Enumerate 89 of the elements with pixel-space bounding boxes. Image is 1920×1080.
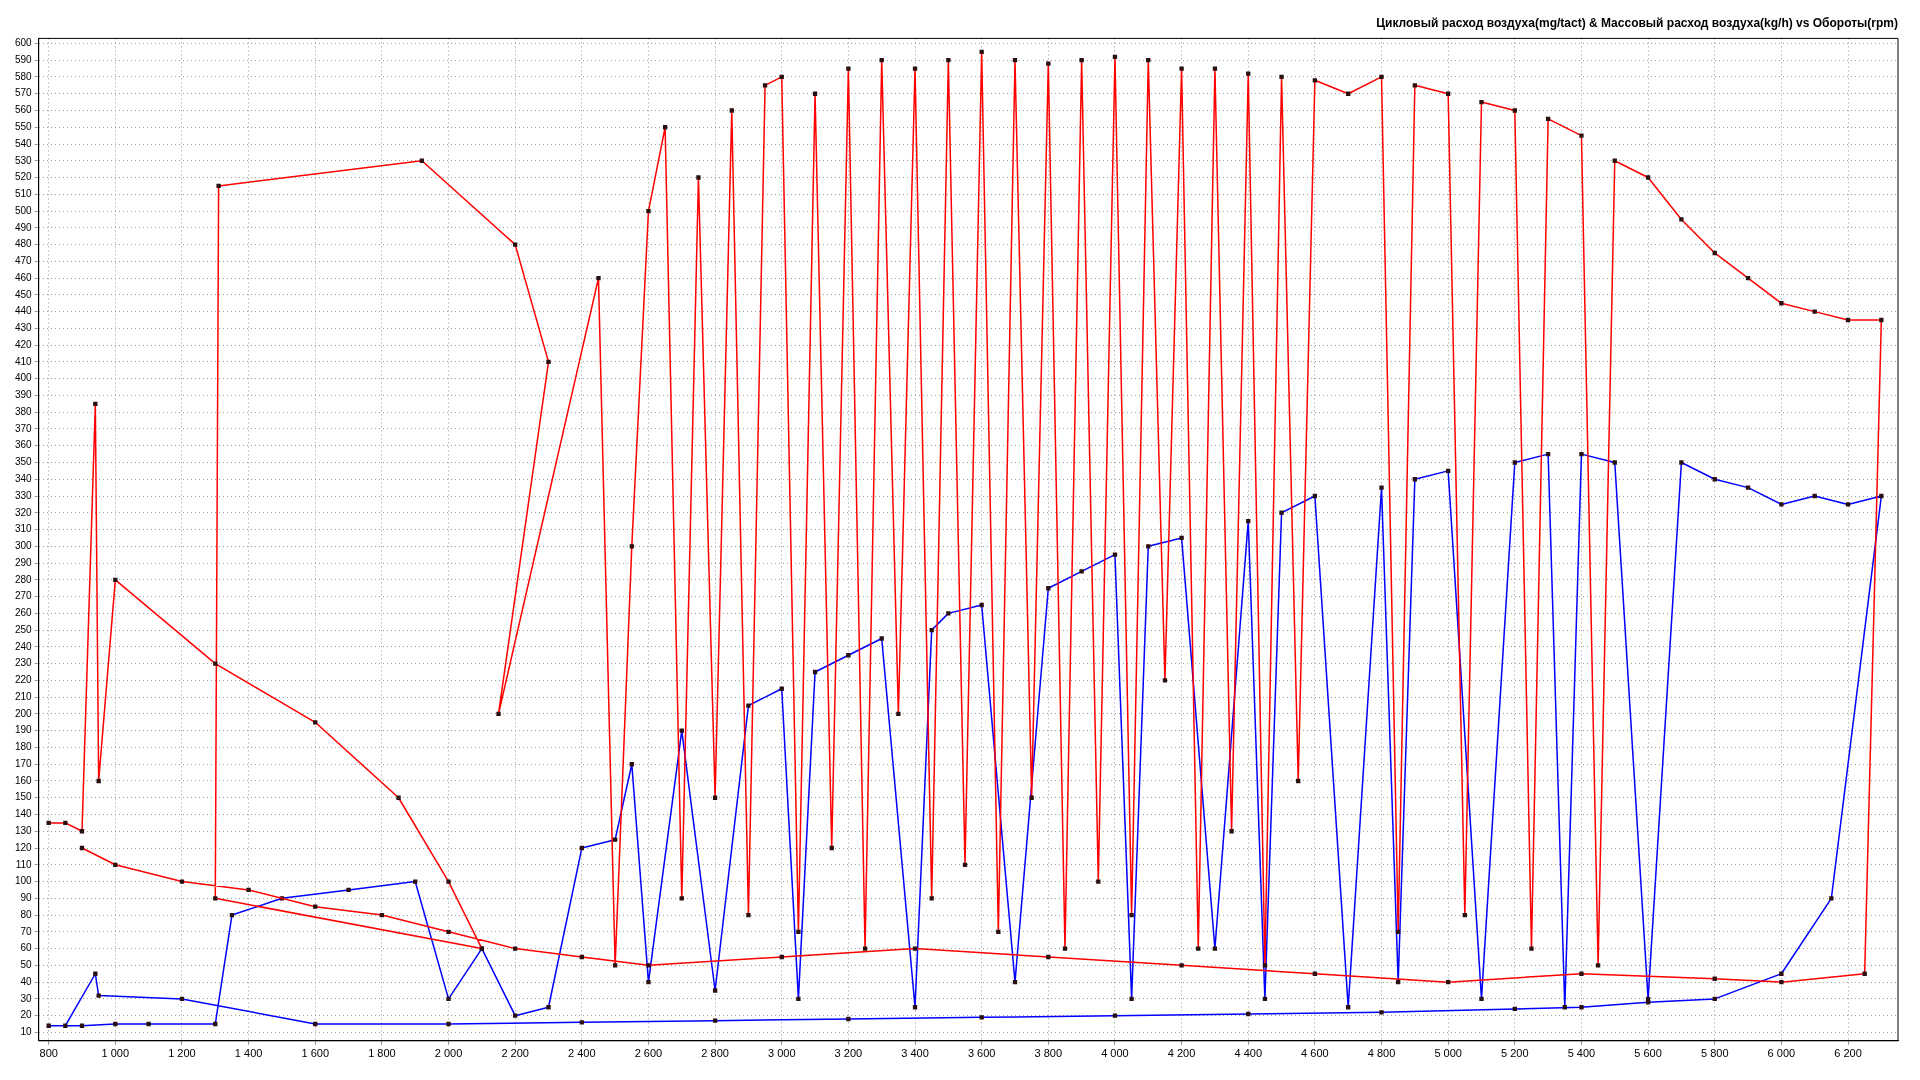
- x-tick-label: 5 800: [1700, 1047, 1729, 1060]
- y-tick-label: 150: [15, 791, 33, 803]
- y-tick-label: 220: [15, 674, 33, 686]
- x-tick-label: 6 000: [1767, 1047, 1796, 1060]
- x-tick-label: 3 000: [767, 1047, 796, 1060]
- y-tick-label: 250: [15, 623, 33, 635]
- y-tick-label: 90: [20, 892, 33, 904]
- y-tick-label: 600: [15, 37, 33, 49]
- y-tick-label: 200: [15, 707, 33, 719]
- x-tick-label: 5 600: [1634, 1047, 1662, 1060]
- x-tick-label: 3 200: [834, 1047, 863, 1060]
- x-tick-label: 4 400: [1234, 1047, 1262, 1060]
- y-tick-label: 430: [15, 322, 33, 334]
- y-tick-label: 550: [15, 120, 33, 132]
- y-tick-label: 320: [15, 506, 33, 518]
- y-tick-label: 450: [15, 288, 33, 300]
- y-tick-label: 160: [15, 774, 33, 786]
- y-tick-label: 80: [20, 908, 33, 920]
- y-tick-label: 330: [15, 489, 33, 501]
- x-tick-label: 5 400: [1567, 1047, 1596, 1060]
- y-tick-label: 530: [15, 154, 33, 166]
- y-tick-label: 10: [20, 1026, 33, 1038]
- y-tick-label: 280: [15, 573, 33, 585]
- x-tick-label: 1 800: [368, 1047, 396, 1060]
- y-tick-label: 440: [15, 305, 33, 317]
- x-tick-label: 3 600: [967, 1047, 996, 1060]
- y-tick-label: 110: [15, 858, 33, 870]
- x-tick-label: 4 000: [1101, 1047, 1129, 1060]
- y-tick-label: 170: [15, 757, 33, 769]
- y-tick-label: 40: [20, 975, 33, 987]
- y-tick-label: 400: [15, 372, 33, 384]
- y-tick-label: 70: [20, 925, 33, 937]
- y-tick-label: 210: [15, 690, 33, 702]
- y-tick-label: 20: [20, 1009, 33, 1021]
- x-tick-label: 3 400: [901, 1047, 929, 1060]
- y-tick-label: 420: [15, 338, 33, 350]
- y-tick-label: 60: [20, 942, 33, 954]
- y-tick-label: 50: [20, 959, 33, 971]
- y-tick-label: 260: [15, 607, 33, 619]
- y-tick-label: 240: [15, 640, 33, 652]
- y-tick-label: 270: [15, 590, 33, 602]
- x-tick-label: 1 000: [101, 1047, 130, 1060]
- x-tick-label: 2 400: [568, 1047, 596, 1060]
- y-tick-label: 340: [15, 473, 33, 484]
- y-tick-label: 590: [15, 53, 33, 65]
- y-tick-label: 120: [15, 841, 33, 853]
- y-tick-label: 130: [15, 825, 33, 837]
- x-tick-label: 2 600: [634, 1047, 663, 1060]
- x-tick-label: 4 200: [1167, 1047, 1196, 1060]
- x-tick-label: 5 200: [1501, 1047, 1529, 1060]
- x-tick-label: 1 600: [301, 1047, 330, 1060]
- y-tick-label: 490: [15, 221, 33, 233]
- y-tick-label: 540: [15, 137, 33, 149]
- x-tick-label: 3 800: [1034, 1047, 1063, 1060]
- y-tick-label: 470: [15, 255, 33, 267]
- x-tick-label: 2 800: [701, 1047, 729, 1060]
- x-tick-label: 1 400: [234, 1047, 263, 1060]
- y-tick-label: 410: [15, 355, 33, 367]
- y-tick-label: 500: [15, 204, 33, 216]
- y-tick-label: 390: [15, 389, 33, 401]
- y-tick-label: 510: [15, 188, 33, 200]
- y-tick-label: 460: [15, 271, 33, 283]
- y-tick-label: 520: [15, 171, 33, 183]
- y-tick-label: 350: [15, 456, 33, 468]
- x-tick-label: 1 200: [168, 1047, 196, 1060]
- y-tick-label: 580: [15, 70, 33, 82]
- y-tick-label: 380: [15, 405, 33, 417]
- y-tick-label: 480: [15, 238, 33, 250]
- y-tick-label: 560: [15, 104, 33, 116]
- x-tick-label: 4 600: [1301, 1047, 1329, 1060]
- y-tick-label: 360: [15, 439, 33, 451]
- y-tick-label: 290: [15, 556, 33, 568]
- x-tick-label: 800: [39, 1047, 58, 1060]
- y-tick-label: 100: [15, 875, 33, 887]
- y-tick-label: 140: [15, 808, 33, 820]
- y-tick-label: 190: [15, 724, 33, 736]
- y-tick-label: 570: [15, 87, 33, 99]
- y-tick-label: 30: [20, 992, 33, 1004]
- y-tick-label: 310: [15, 523, 33, 535]
- x-tick-label: 4 800: [1367, 1047, 1396, 1060]
- y-tick-label: 300: [15, 540, 33, 552]
- x-tick-label: 6 200: [1834, 1047, 1862, 1060]
- y-tick-label: 180: [15, 741, 33, 753]
- y-tick-label: 370: [15, 422, 33, 434]
- x-tick-label: 5 000: [1434, 1047, 1462, 1060]
- x-tick-label: 2 200: [501, 1047, 529, 1060]
- y-tick-label: 230: [15, 657, 33, 669]
- chart-title: Цикловый расход воздуха(mg/tact) & Массовый расход воздуха(kg/h) vs Обороты(rpm): [1376, 15, 1898, 30]
- x-tick-label: 2 000: [434, 1047, 463, 1060]
